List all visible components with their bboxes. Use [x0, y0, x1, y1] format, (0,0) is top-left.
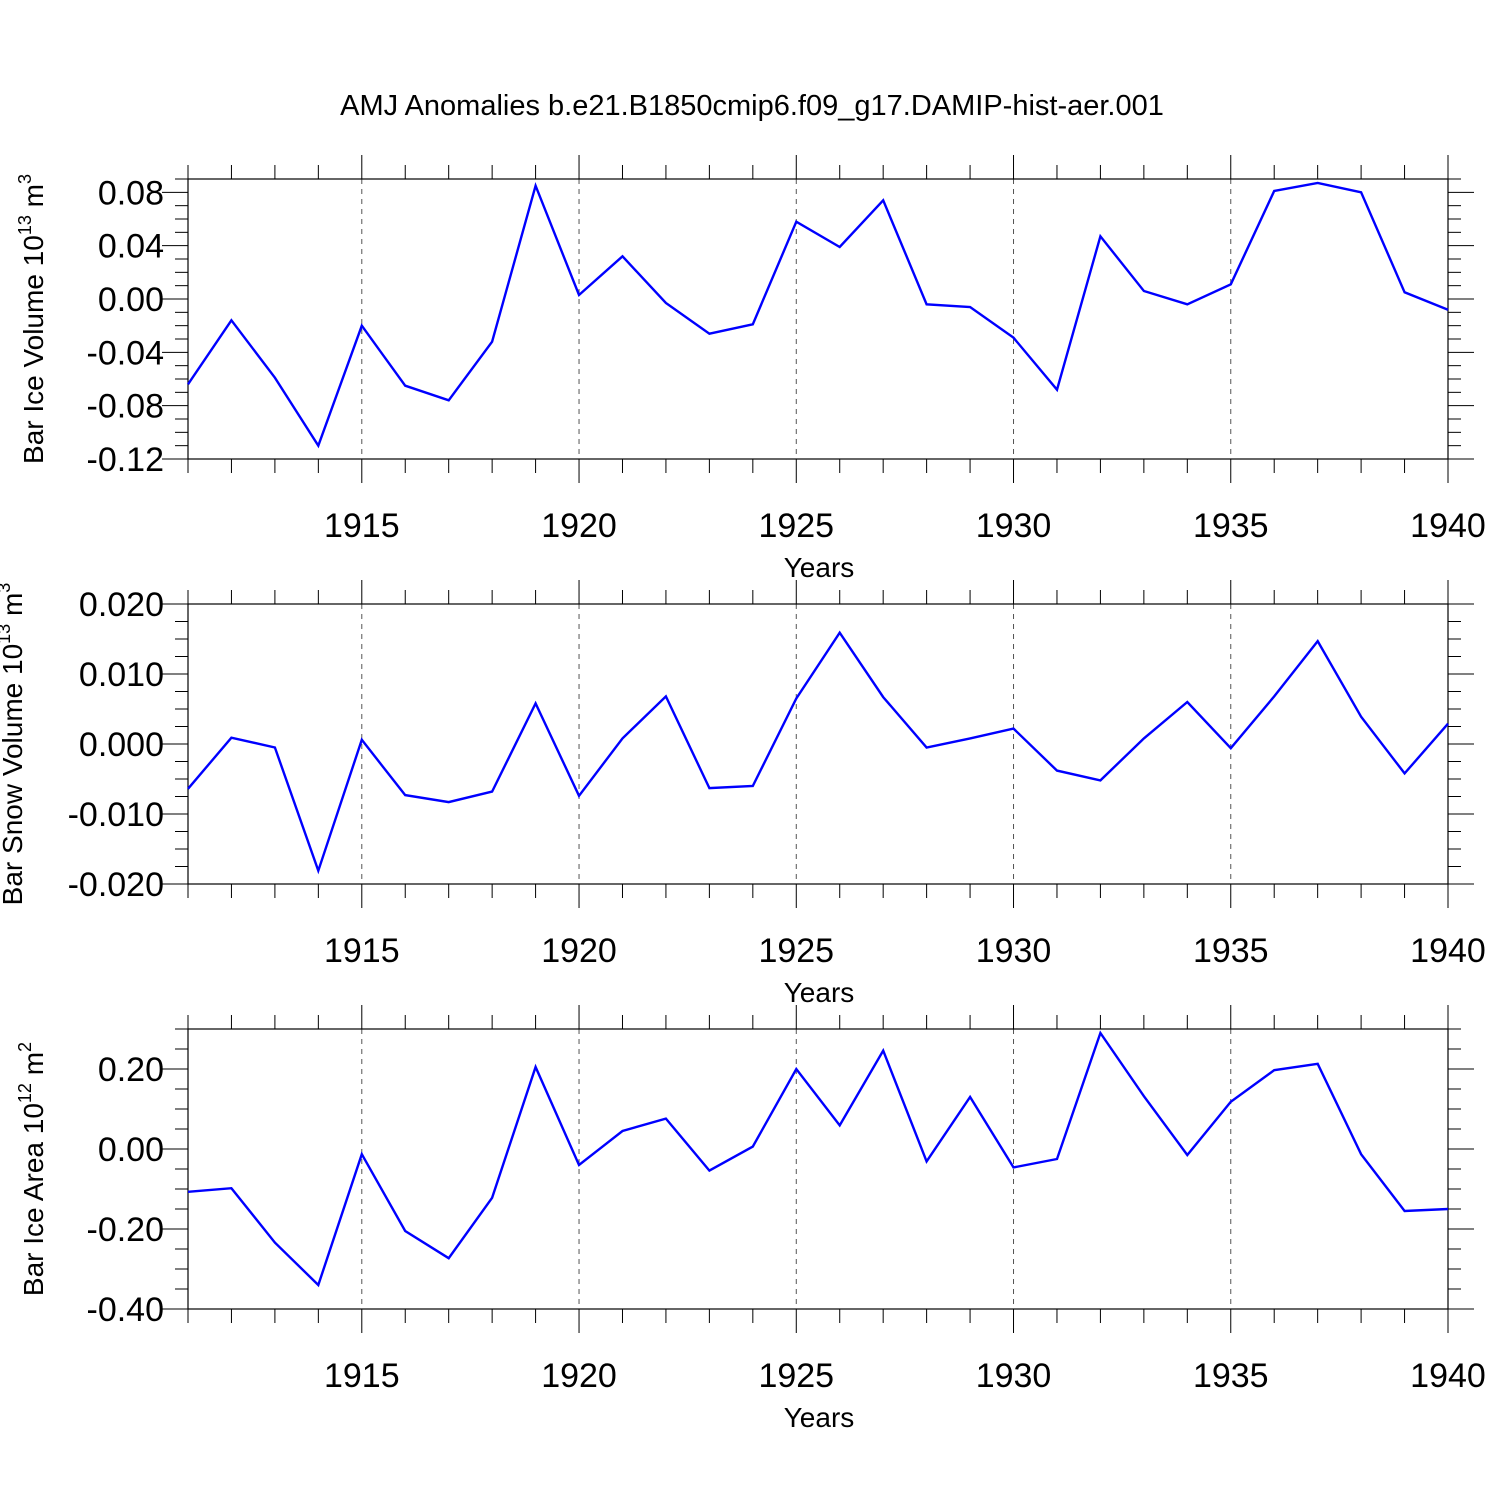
y-tick-label: 0.04: [98, 228, 164, 266]
y-tick-label: 0.08: [98, 174, 164, 212]
series-line: [187, 1030, 1449, 1288]
x-tick-label: 1930: [976, 1357, 1052, 1395]
plot-frame: [187, 178, 1449, 460]
x-tick-label: 1940: [1410, 932, 1486, 970]
x-tick-label: 1920: [541, 932, 617, 970]
x-tick-label: 1930: [976, 507, 1052, 545]
panel-1: -0.12 -0.08 -0.04 0.00 0.04 0.08 1915 1920 1925 1…: [15, 155, 1486, 583]
y-tick-label: 0.000: [79, 726, 164, 764]
y-axis-label: Bar Ice Area 1012 m2: [15, 1042, 49, 1296]
x-tick-label: 1935: [1193, 932, 1269, 970]
x-tick-label: 1925: [758, 1357, 834, 1395]
x-axis-label: Years: [784, 977, 855, 1008]
y-tick-label: 0.00: [98, 1131, 164, 1169]
x-tick-label: 1915: [324, 932, 400, 970]
y-tick-label: -0.020: [68, 866, 164, 904]
x-axis-label: Years: [784, 552, 855, 583]
y-axis-label-unit: m: [18, 184, 49, 215]
x-tick-label: 1935: [1193, 1357, 1269, 1395]
plot-frame: [187, 603, 1449, 885]
x-tick-label: 1915: [324, 1357, 400, 1395]
plot-frame: [187, 1028, 1449, 1310]
y-tick-label: -0.20: [87, 1211, 165, 1249]
y-axis-label-exp: 13: [15, 215, 35, 235]
x-tick-label: 1935: [1193, 507, 1269, 545]
x-tick-label: 1920: [541, 1357, 617, 1395]
x-tick-label: 1940: [1410, 1357, 1486, 1395]
x-tick-label: 1925: [758, 932, 834, 970]
x-tick-label: 1925: [758, 507, 834, 545]
y-axis-label-text: Bar Ice Volume 10: [18, 235, 49, 464]
y-axis-label-unit: m: [0, 593, 28, 624]
y-tick-label: -0.08: [87, 388, 165, 426]
x-tick-label: 1920: [541, 507, 617, 545]
y-axis-label: Bar Ice Volume 1013 m3: [15, 174, 49, 464]
y-axis-label-text: Bar Ice Area 10: [18, 1103, 49, 1296]
x-tick-label: 1940: [1410, 507, 1486, 545]
y-tick-label: -0.04: [87, 334, 165, 372]
y-axis-label-exp: 13: [0, 624, 14, 644]
y-tick-label: -0.010: [68, 796, 164, 834]
x-axis-label: Years: [784, 1402, 855, 1433]
panel-3: -0.40 -0.20 0.00 0.20 1915 1920 1925 1930 1935 19…: [15, 1005, 1486, 1433]
y-axis-label: Bar Snow Volume 1013 m3: [0, 583, 28, 906]
y-tick-label: -0.40: [87, 1291, 165, 1329]
figure-title: AMJ Anomalies b.e21.B1850cmip6.f09_g17.D…: [340, 90, 1164, 122]
y-axis-label-unit-exp: 3: [15, 174, 35, 184]
y-tick-label: -0.12: [87, 441, 165, 479]
y-axis-label-text: Bar Snow Volume 10: [0, 644, 28, 906]
y-tick-label: 0.20: [98, 1051, 164, 1089]
y-tick-label: 0.010: [79, 656, 164, 694]
x-tick-label: 1930: [976, 932, 1052, 970]
series-line: [187, 630, 1449, 875]
y-axis-label-exp: 12: [15, 1083, 35, 1103]
series-line: [187, 181, 1449, 449]
x-tick-label: 1915: [324, 507, 400, 545]
y-axis-label-unit: m: [18, 1052, 49, 1083]
y-axis-label-unit-exp: 2: [15, 1042, 35, 1052]
y-tick-label: 0.020: [79, 586, 164, 624]
y-tick-label: 0.00: [98, 281, 164, 319]
y-axis-label-unit-exp: 3: [0, 583, 14, 593]
panel-2: -0.020 -0.010 0.000 0.010 0.020 1915 1920 1925 1…: [0, 580, 1486, 1008]
